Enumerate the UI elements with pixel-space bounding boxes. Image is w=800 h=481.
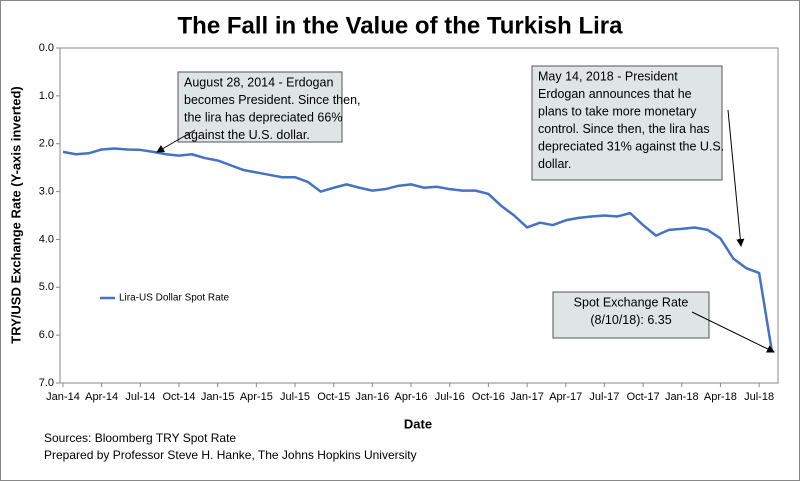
annotation-box (531, 65, 723, 181)
annotation-text: plans to take more monetary (538, 104, 697, 118)
x-tick-label: Apr-17 (549, 391, 582, 403)
x-tick-label: Jan-17 (510, 391, 544, 403)
x-tick-label: Jul-14 (125, 391, 155, 403)
annotation-text: Spot Exchange Rate (574, 295, 689, 309)
x-tick-label: Jul-18 (744, 391, 774, 403)
annotation-text: becomes President. Since then, (184, 93, 361, 107)
chart-title: The Fall in the Value of the Turkish Lir… (178, 12, 624, 39)
annotation-text: depreciated 31% against the U.S. (538, 139, 724, 153)
annotation-text: the lira has depreciated 66% (184, 110, 342, 124)
x-tick-label: Jan-18 (665, 391, 699, 403)
y-tick-label: 4.0 (39, 233, 54, 245)
y-tick-label: 7.0 (39, 377, 54, 389)
annotation-arrow (156, 129, 196, 153)
x-tick-label: Jul-16 (435, 391, 465, 403)
source-note: Prepared by Professor Steve H. Hanke, Th… (44, 448, 417, 462)
x-tick-label: Jul-15 (280, 391, 310, 403)
x-tick-label: Apr-16 (395, 391, 428, 403)
x-tick-label: Oct-17 (627, 391, 660, 403)
source-note: Sources: Bloomberg TRY Spot Rate (44, 431, 236, 445)
plot-area (59, 47, 779, 384)
y-tick-label: 2.0 (39, 138, 54, 150)
y-tick-label: 0.0 (39, 42, 54, 54)
annotation-text: August 28, 2014 - Erdogan (184, 75, 333, 89)
x-tick-label: Oct-15 (317, 391, 350, 403)
annotation-text: control. Since then, the lira has (538, 122, 710, 136)
annotation-box (552, 291, 710, 339)
x-tick-label: Jan-14 (46, 391, 80, 403)
x-tick-label: Jan-15 (201, 391, 235, 403)
annotation-arrow (691, 311, 775, 353)
x-tick-label: Oct-16 (472, 391, 505, 403)
data-line (62, 147, 774, 353)
x-tick-label: Oct-14 (163, 391, 196, 403)
annotation-text: against the U.S. dollar. (184, 128, 310, 142)
y-tick-label: 1.0 (39, 90, 54, 102)
annotation-arrow (727, 109, 745, 247)
x-tick-label: Jan-16 (356, 391, 390, 403)
y-tick-label: 3.0 (39, 185, 54, 197)
annotation-text: dollar. (538, 157, 571, 171)
x-tick-label: Apr-14 (85, 391, 118, 403)
legend-label: Lira-US Dollar Spot Rate (119, 293, 229, 304)
x-tick-label: Apr-18 (704, 391, 737, 403)
annotation-box (177, 71, 343, 143)
annotation-text: Erdogan announces that he (538, 87, 692, 101)
annotation-text: (8/10/18): 6.35 (590, 313, 671, 327)
y-axis-label: TRY/USD Exchange Rate (Y-axis inverted) (8, 86, 23, 343)
y-tick-label: 5.0 (39, 281, 54, 293)
x-tick-label: Apr-15 (240, 391, 273, 403)
annotation-text: May 14, 2018 - President (538, 69, 678, 83)
x-axis-label: Date (404, 416, 432, 431)
y-tick-label: 6.0 (39, 329, 54, 341)
x-tick-label: Jul-17 (589, 391, 619, 403)
